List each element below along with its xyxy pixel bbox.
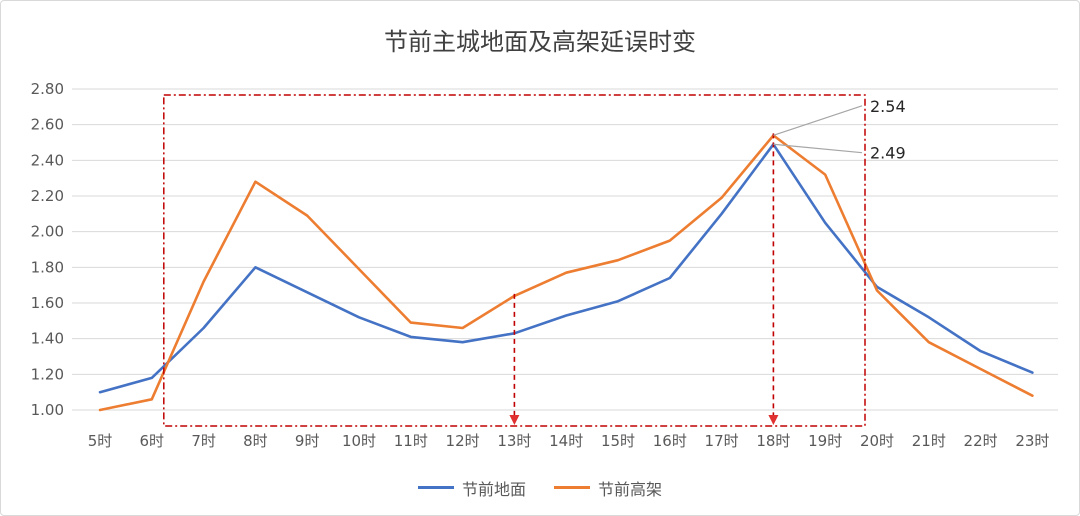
legend-label: 节前地面 — [461, 479, 526, 499]
arrow-head — [509, 415, 520, 425]
y-tick-label: 2.40 — [31, 151, 64, 169]
y-tick-label: 1.40 — [31, 330, 64, 348]
series-line-2 — [98, 134, 1034, 412]
y-tick-label: 2.80 — [31, 80, 64, 98]
y-tick-label: 1.80 — [31, 258, 64, 276]
arrow-head — [768, 415, 779, 425]
x-tick-label: 20时 — [860, 432, 894, 450]
x-tick-label: 12时 — [446, 432, 480, 450]
x-tick-label: 9时 — [295, 432, 320, 450]
series-layer — [98, 134, 1034, 412]
legend-label: 节前高架 — [598, 479, 663, 499]
y-tick-label: 2.20 — [31, 187, 64, 205]
x-tick-label: 21时 — [912, 432, 946, 450]
series-line-1 — [98, 143, 1034, 394]
data-label: 2.54 — [870, 97, 906, 116]
x-tick-label: 18时 — [756, 432, 790, 450]
x-tick-label: 16时 — [653, 432, 687, 450]
legend-swatch — [417, 486, 454, 489]
x-tick-label: 7时 — [191, 432, 216, 450]
leader-line — [773, 143, 863, 154]
leader-line — [773, 105, 863, 136]
y-tick-label: 2.60 — [31, 116, 64, 134]
legend-item: 节前高架 — [554, 476, 662, 500]
x-tick-label: 13时 — [497, 432, 531, 450]
x-tick-label: 8时 — [243, 432, 268, 450]
data-label: 2.49 — [870, 144, 906, 163]
y-tick-label: 1.00 — [31, 401, 64, 419]
x-tick-label: 6时 — [140, 432, 165, 450]
x-tick-label: 5时 — [88, 432, 113, 450]
y-tick-label: 1.20 — [31, 365, 64, 383]
chart-title: 节前主城地面及高架延误时变 — [384, 28, 696, 56]
legend: 节前地面 节前高架 — [0, 474, 1080, 500]
grid-lines — [72, 88, 1058, 411]
x-tick-label: 11时 — [394, 432, 428, 450]
x-tick-label: 19时 — [808, 432, 842, 450]
x-axis: 5时 6时 7时 8时 9时 10时 11时 12时 13时 14时 15时 16时 17时 18时 19时… — [88, 432, 1050, 450]
x-tick-label: 10时 — [342, 432, 376, 450]
x-tick-label: 22时 — [964, 432, 998, 450]
x-tick-label: 14时 — [549, 432, 583, 450]
x-tick-label: 15时 — [601, 432, 635, 450]
y-tick-label: 1.60 — [31, 294, 64, 312]
legend-swatch — [554, 486, 590, 489]
annotation-layer: 2.54 2.49 — [163, 94, 906, 427]
x-tick-label: 17时 — [705, 432, 739, 450]
y-axis: 1.00 1.20 1.40 1.60 1.80 2.00 2.20 2.40 2.60 2.80 — [31, 80, 64, 419]
x-tick-label: 23时 — [1015, 432, 1049, 450]
legend-item: 节前地面 — [417, 476, 526, 500]
highlight-box — [163, 94, 866, 427]
y-tick-label: 2.00 — [31, 223, 64, 241]
